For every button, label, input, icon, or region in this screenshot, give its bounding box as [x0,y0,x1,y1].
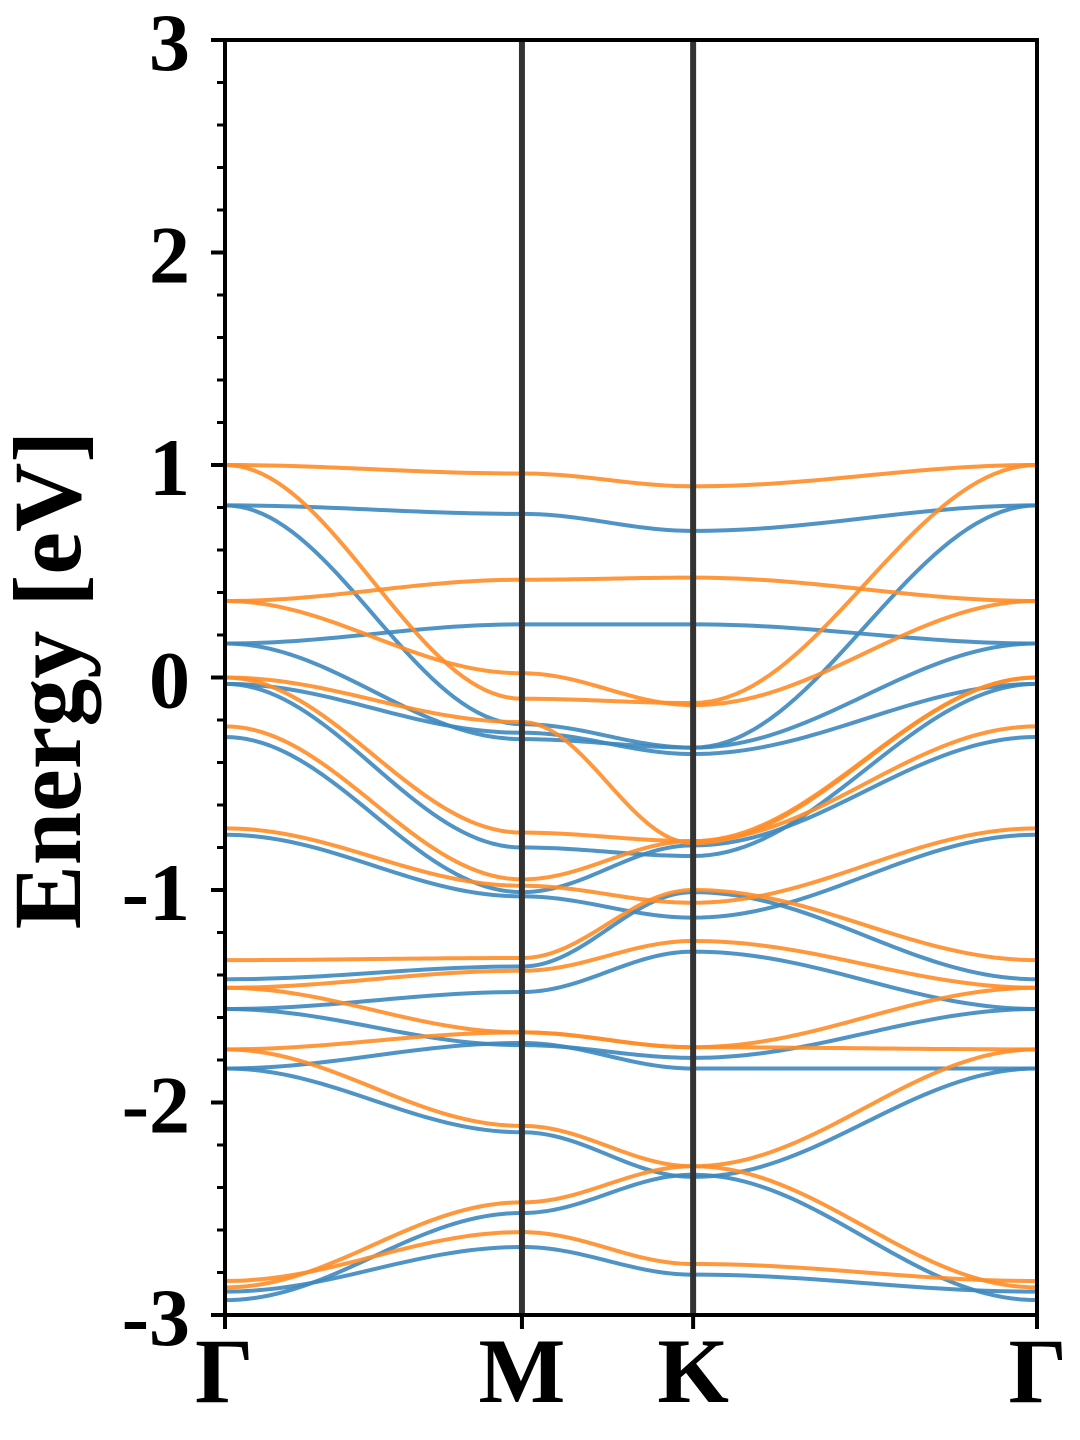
x-tick-label-M: M [479,1320,566,1422]
spin-down-band-9 [225,890,1037,982]
y-tick-label: 1 [149,422,190,513]
spin-down-band-8 [225,832,1037,920]
spin-down-band-10 [225,949,1037,1011]
y-tick-label: 2 [149,210,190,301]
y-tick-label: 0 [149,635,190,726]
y-axis-label: Energy [eV] [0,431,101,930]
spin-up-band-4 [225,599,1037,708]
spin-up-band-10 [225,939,1037,990]
spin-down-band-13 [225,1066,1037,1179]
spin-up-band-15 [225,1164,1037,1290]
x-tick-label-Γ: Γ [1008,1320,1067,1422]
spin-up-band-3 [225,575,1037,603]
spin-down-band-6 [225,681,1037,858]
spin-up-band-12 [225,1030,1037,1052]
spin-down-band-15 [225,1172,1037,1303]
spin-up-band-9 [225,888,1037,963]
spin-up-band-2 [225,463,1037,705]
spin-down-band-5 [225,681,1037,756]
spin-up-band-14 [225,1230,1037,1283]
spin-down-band-12 [225,1041,1037,1071]
spin-up-band-11 [225,985,1037,1050]
y-tick-label: -2 [122,1060,190,1151]
spin-down-band-2 [225,503,1037,750]
spin-up-band-1 [225,463,1037,489]
y-tick-label: -1 [122,847,190,938]
spin-down-band-3 [225,622,1037,646]
x-tick-label-K: K [657,1320,729,1422]
spin-up-band-13 [225,1047,1037,1169]
y-axis-ticks: -3 -2 -1 0 1 2 3 [122,0,225,1363]
spin-down-band-1 [225,503,1037,533]
y-tick-label: 3 [149,0,190,88]
spin-down-band-11 [225,1007,1037,1060]
y-tick-label: -3 [122,1272,190,1363]
high-symmetry-lines [518,40,697,1315]
spin-up-band-6 [225,675,1037,844]
spin-down-band-7 [225,735,1037,895]
spin-up-band-7 [225,724,1037,882]
spin-down-band-14 [225,1245,1037,1294]
bands-layer [225,463,1037,1303]
spin-up-band-8 [225,826,1037,905]
x-tick-label-Γ: Γ [195,1320,254,1422]
